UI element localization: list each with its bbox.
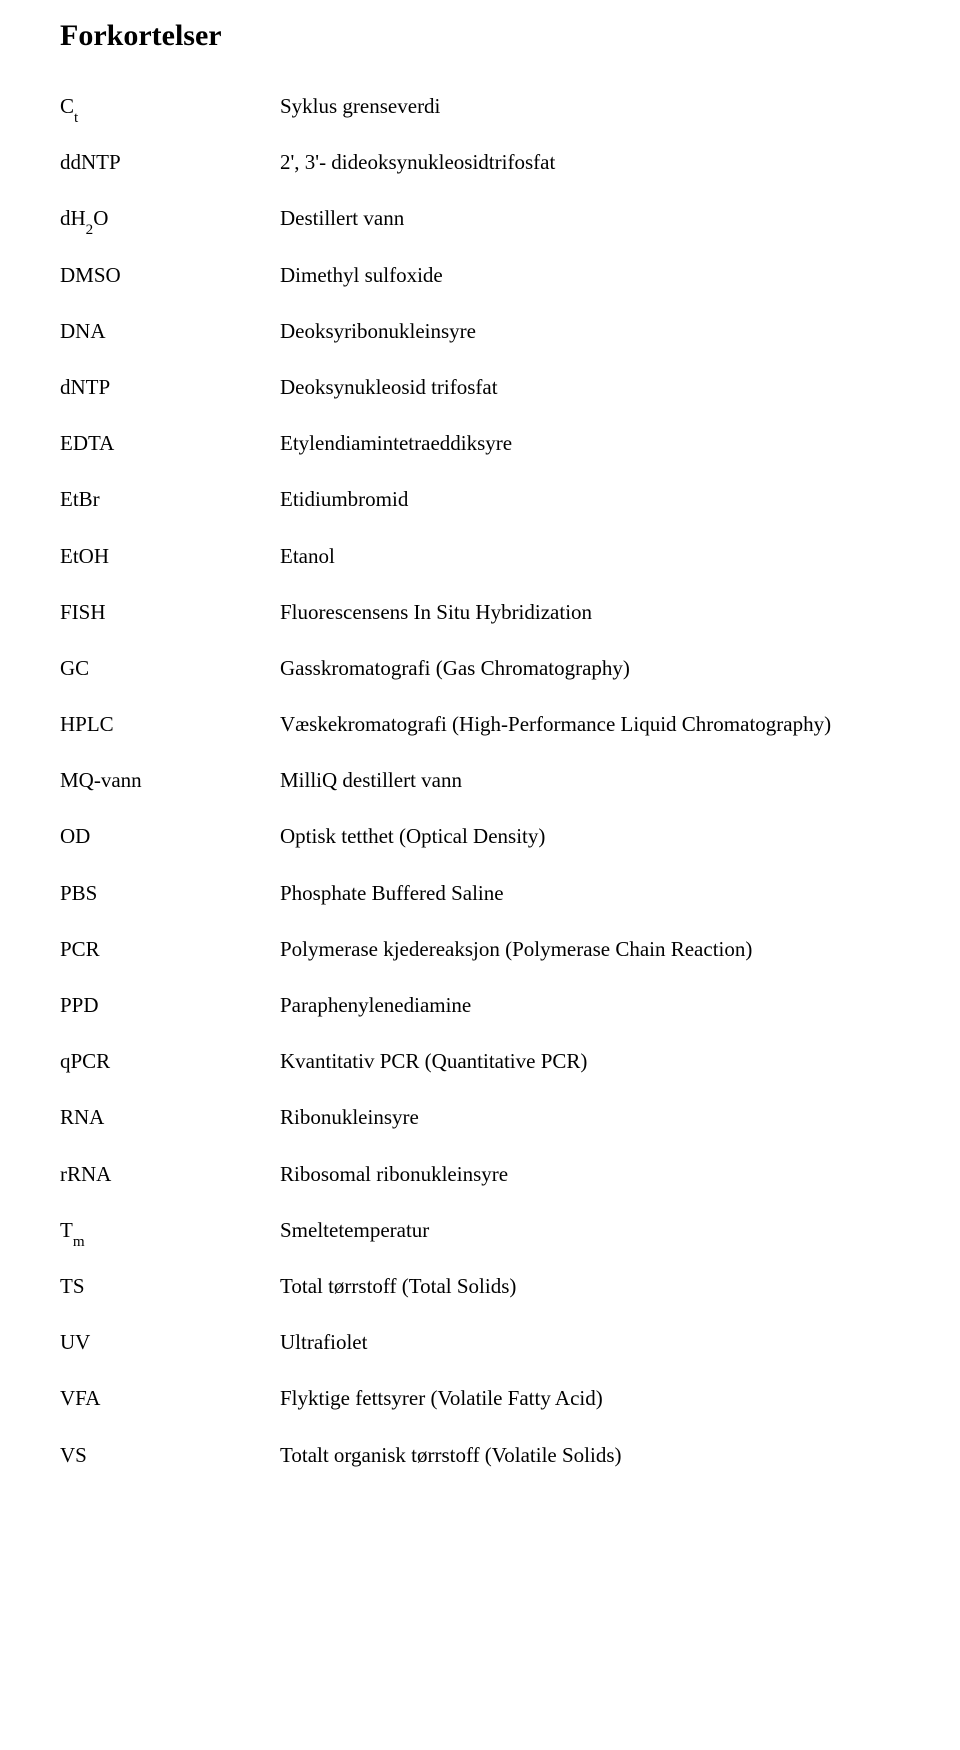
- table-row: DMSODimethyl sulfoxide: [60, 263, 900, 288]
- abbreviation: PPD: [60, 993, 280, 1018]
- page-title: Forkortelser: [60, 18, 900, 54]
- definition: Dimethyl sulfoxide: [280, 263, 900, 288]
- abbreviation: MQ-vann: [60, 768, 280, 793]
- abbreviation: DNA: [60, 319, 280, 344]
- abbreviations-table: CtSyklus grenseverdi ddNTP2', 3'- dideoks…: [60, 94, 900, 1468]
- abbreviation: VFA: [60, 1386, 280, 1411]
- definition: Flyktige fettsyrer (Volatile Fatty Acid): [280, 1386, 900, 1411]
- page: Forkortelser CtSyklus grenseverdi ddNTP2'…: [0, 0, 960, 1750]
- abbreviation: dNTP: [60, 375, 280, 400]
- table-row: HPLCVæskekromatografi (High-Performance …: [60, 712, 900, 737]
- table-row: EDTAEtylendiamintetraeddiksyre: [60, 431, 900, 456]
- table-row: MQ-vannMilliQ destillert vann: [60, 768, 900, 793]
- table-row: VFAFlyktige fettsyrer (Volatile Fatty Ac…: [60, 1386, 900, 1411]
- definition: Fluorescensens In Situ Hybridization: [280, 600, 900, 625]
- abbreviation: PCR: [60, 937, 280, 962]
- definition: Syklus grenseverdi: [280, 94, 900, 119]
- table-row: PBSPhosphate Buffered Saline: [60, 881, 900, 906]
- table-row: RNARibonukleinsyre: [60, 1105, 900, 1130]
- abbreviation: EtBr: [60, 487, 280, 512]
- table-row: GCGasskromatografi (Gas Chromatography): [60, 656, 900, 681]
- definition: Destillert vann: [280, 206, 900, 231]
- definition: Kvantitativ PCR (Quantitative PCR): [280, 1049, 900, 1074]
- abbreviation: dH2O: [60, 206, 280, 231]
- definition: MilliQ destillert vann: [280, 768, 900, 793]
- table-row: PCRPolymerase kjedereaksjon (Polymerase …: [60, 937, 900, 962]
- abbreviation: VS: [60, 1443, 280, 1468]
- abbreviation: GC: [60, 656, 280, 681]
- table-row: DNADeoksyribonukleinsyre: [60, 319, 900, 344]
- abbreviation: DMSO: [60, 263, 280, 288]
- definition: Etanol: [280, 544, 900, 569]
- abbreviation: OD: [60, 824, 280, 849]
- table-row: ODOptisk tetthet (Optical Density): [60, 824, 900, 849]
- table-row: UVUltrafiolet: [60, 1330, 900, 1355]
- abbreviation: PBS: [60, 881, 280, 906]
- table-row: ddNTP2', 3'- dideoksynukleosidtrifosfat: [60, 150, 900, 175]
- definition: Ultrafiolet: [280, 1330, 900, 1355]
- abbreviation: ddNTP: [60, 150, 280, 175]
- definition: Deoksynukleosid trifosfat: [280, 375, 900, 400]
- table-row: dH2ODestillert vann: [60, 206, 900, 231]
- definition: Ribosomal ribonukleinsyre: [280, 1162, 900, 1187]
- table-row: CtSyklus grenseverdi: [60, 94, 900, 119]
- definition: Etidiumbromid: [280, 487, 900, 512]
- definition: Polymerase kjedereaksjon (Polymerase Cha…: [280, 937, 900, 962]
- definition: Totalt organisk tørrstoff (Volatile Soli…: [280, 1443, 900, 1468]
- table-row: FISHFluorescensens In Situ Hybridization: [60, 600, 900, 625]
- definition: Gasskromatografi (Gas Chromatography): [280, 656, 900, 681]
- table-row: dNTPDeoksynukleosid trifosfat: [60, 375, 900, 400]
- abbreviation: Ct: [60, 94, 280, 119]
- abbreviation: UV: [60, 1330, 280, 1355]
- definition: Væskekromatografi (High-Performance Liqu…: [280, 712, 900, 737]
- definition: Paraphenylenediamine: [280, 993, 900, 1018]
- definition: Deoksyribonukleinsyre: [280, 319, 900, 344]
- abbreviation: EDTA: [60, 431, 280, 456]
- table-row: rRNARibosomal ribonukleinsyre: [60, 1162, 900, 1187]
- definition: 2', 3'- dideoksynukleosidtrifosfat: [280, 150, 900, 175]
- table-row: qPCRKvantitativ PCR (Quantitative PCR): [60, 1049, 900, 1074]
- table-row: VSTotalt organisk tørrstoff (Volatile So…: [60, 1443, 900, 1468]
- abbreviation: TS: [60, 1274, 280, 1299]
- abbreviation: rRNA: [60, 1162, 280, 1187]
- definition: Etylendiamintetraeddiksyre: [280, 431, 900, 456]
- table-row: TSTotal tørrstoff (Total Solids): [60, 1274, 900, 1299]
- definition: Ribonukleinsyre: [280, 1105, 900, 1130]
- table-row: EtBrEtidiumbromid: [60, 487, 900, 512]
- definition: Total tørrstoff (Total Solids): [280, 1274, 900, 1299]
- table-row: PPDParaphenylenediamine: [60, 993, 900, 1018]
- abbreviation: qPCR: [60, 1049, 280, 1074]
- definition: Phosphate Buffered Saline: [280, 881, 900, 906]
- table-row: EtOHEtanol: [60, 544, 900, 569]
- abbreviation: HPLC: [60, 712, 280, 737]
- abbreviation: Tm: [60, 1218, 280, 1243]
- definition: Optisk tetthet (Optical Density): [280, 824, 900, 849]
- table-row: TmSmeltetemperatur: [60, 1218, 900, 1243]
- abbreviation: RNA: [60, 1105, 280, 1130]
- definition: Smeltetemperatur: [280, 1218, 900, 1243]
- abbreviation: FISH: [60, 600, 280, 625]
- abbreviation: EtOH: [60, 544, 280, 569]
